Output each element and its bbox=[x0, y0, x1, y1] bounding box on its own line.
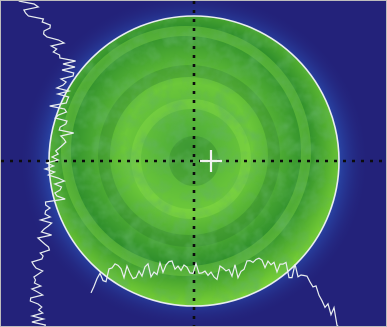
horizontal-profile-trace bbox=[90, 257, 339, 326]
vertical-profile-trace bbox=[18, 1, 76, 326]
crosshair-icon bbox=[200, 150, 222, 172]
